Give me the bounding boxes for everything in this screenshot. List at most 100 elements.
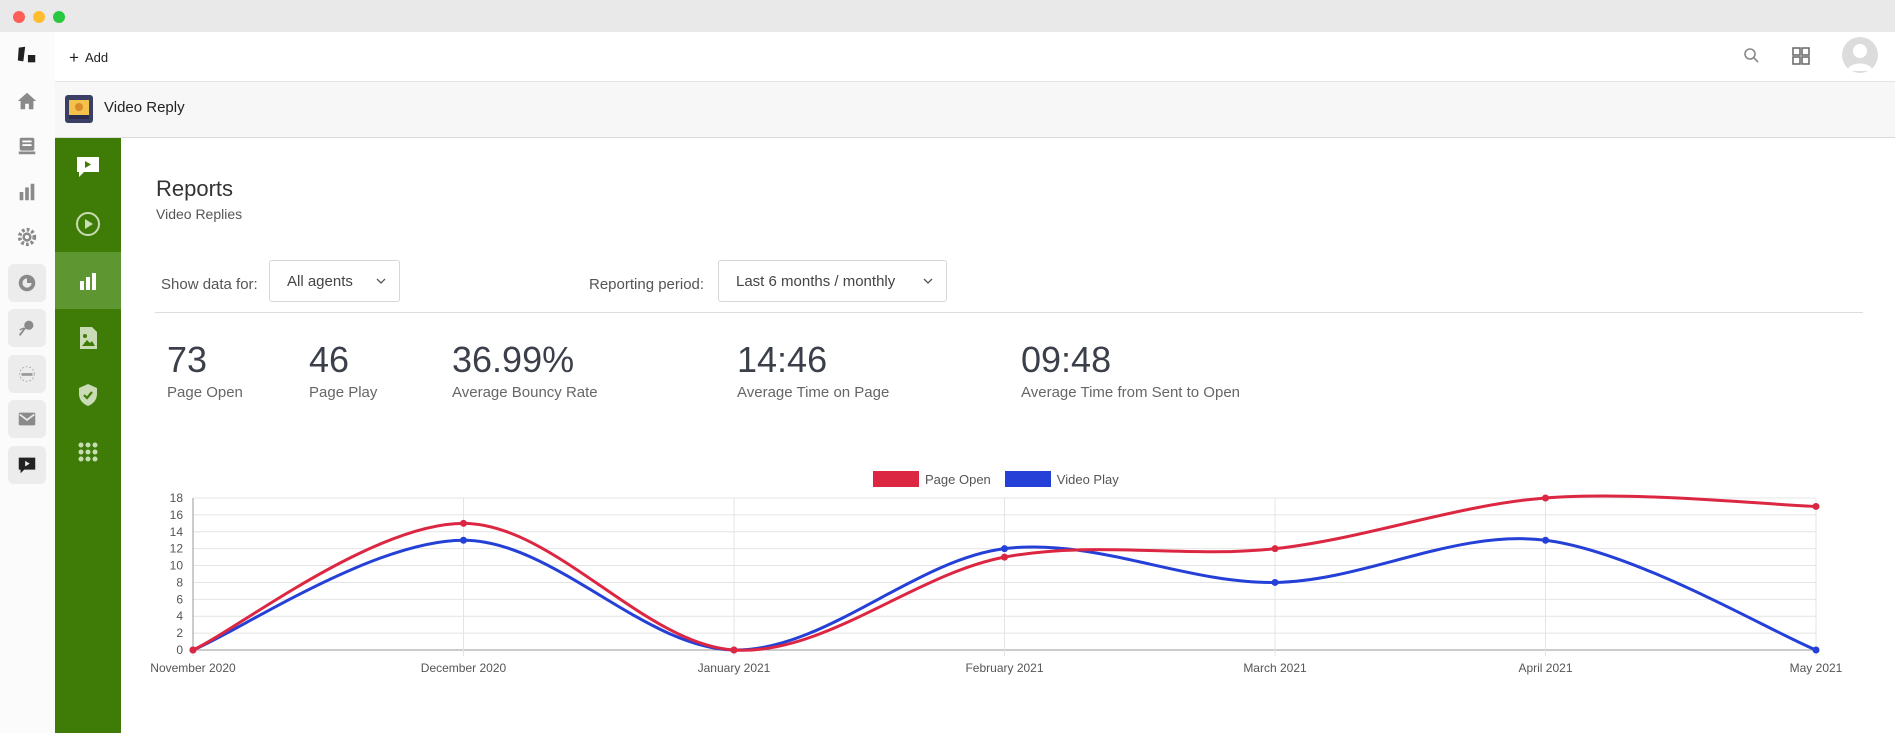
reporting-period-label: Reporting period: <box>589 276 705 293</box>
x-tick-label: April 2021 <box>1518 661 1572 675</box>
page-subtitle: Video Replies <box>156 206 243 222</box>
app-cyclic-icon[interactable] <box>8 264 46 302</box>
stat-bounce-rate: 36.99% Average Bouncy Rate <box>452 338 598 401</box>
bar-chart-icon <box>80 272 96 290</box>
stat-label: Page Play <box>309 384 378 401</box>
app-header: Video Reply <box>55 82 1895 138</box>
y-tick-label: 6 <box>176 592 183 606</box>
home-icon[interactable] <box>8 82 46 120</box>
reporting-period-select[interactable]: Last 6 months / monthly <box>718 260 947 302</box>
y-tick-label: 16 <box>170 508 184 522</box>
inbox-icon[interactable] <box>8 127 46 165</box>
maximize-window-button[interactable] <box>53 11 65 23</box>
y-tick-label: 2 <box>176 626 183 640</box>
stat-label: Page Open <box>167 384 243 401</box>
data-point <box>730 646 738 654</box>
chart-legend: Page Open Video Play <box>873 470 1127 488</box>
data-point <box>189 646 197 654</box>
search-icon[interactable] <box>1741 45 1763 67</box>
y-tick-label: 4 <box>176 609 183 623</box>
data-point <box>460 519 467 527</box>
stat-page-open: 73 Page Open <box>167 338 243 401</box>
x-tick-label: March 2021 <box>1243 661 1307 675</box>
subnav-videos[interactable] <box>55 195 121 252</box>
stat-value: 73 <box>167 339 208 380</box>
data-point <box>1812 646 1820 654</box>
top-bar: + Add <box>55 32 1895 82</box>
page-title: Reports <box>156 176 234 201</box>
y-tick-label: 12 <box>170 542 184 556</box>
app-mail-icon[interactable] <box>8 400 46 438</box>
add-button[interactable]: + Add <box>69 45 108 69</box>
line-chart: 0 2 4 6 8 10 12 14 16 18 November 2020 December 202… <box>150 491 1843 675</box>
x-tick-label: May 2021 <box>1790 661 1843 675</box>
plus-icon: + <box>69 47 79 67</box>
legend-swatch <box>1004 471 1051 487</box>
app-rail <box>0 32 56 733</box>
divider <box>155 312 1863 313</box>
stat-value: 46 <box>309 339 350 380</box>
add-button-label: Add <box>84 49 109 65</box>
x-tick-label: December 2020 <box>421 661 507 675</box>
stat-time-sent-to-open: 09:48 Average Time from Sent to Open <box>1021 338 1240 401</box>
chevron-down-icon <box>923 278 933 284</box>
play-circle-icon <box>76 211 100 236</box>
app-spotlight-icon[interactable] <box>8 309 46 347</box>
app-code-icon[interactable] <box>8 355 46 393</box>
app-title: Video Reply <box>104 99 185 116</box>
shield-check-icon <box>79 383 97 406</box>
stat-label: Average Bouncy Rate <box>452 384 598 401</box>
subnav-reports[interactable] <box>55 252 121 309</box>
data-point <box>1001 553 1008 561</box>
video-message-icon <box>77 156 99 177</box>
stat-label: Average Time from Sent to Open <box>1021 384 1241 401</box>
apps-grid-icon <box>78 442 98 461</box>
legend-video-play[interactable]: Video Play <box>1004 471 1119 487</box>
subnav-video-replies[interactable] <box>55 138 121 195</box>
image-file-icon <box>80 326 97 349</box>
show-data-label: Show data for: <box>161 276 258 293</box>
y-tick-label: 18 <box>170 491 184 505</box>
reports-icon[interactable] <box>8 173 46 211</box>
chevron-down-icon <box>376 278 386 284</box>
y-tick-label: 0 <box>176 643 183 657</box>
subnav-security[interactable] <box>55 366 121 423</box>
video-reply-logo-icon <box>65 95 93 123</box>
stat-label: Average Time on Page <box>737 384 890 401</box>
stat-value: 09:48 <box>1021 339 1112 380</box>
stat-time-on-page: 14:46 Average Time on Page <box>737 338 889 401</box>
agent-select-value: All agents <box>287 272 353 290</box>
y-tick-label: 14 <box>170 525 184 539</box>
window-titlebar <box>0 0 1895 32</box>
app-video-reply-icon[interactable] <box>8 446 46 484</box>
y-tick-label: 10 <box>170 559 184 573</box>
y-tick-label: 8 <box>176 575 183 589</box>
reporting-period-value: Last 6 months / monthly <box>736 272 896 290</box>
data-point <box>460 536 467 544</box>
data-point <box>1542 536 1549 544</box>
settings-icon[interactable] <box>8 218 46 256</box>
agent-select[interactable]: All agents <box>269 260 400 302</box>
subnav-pages[interactable] <box>55 309 121 366</box>
legend-label: Page Open <box>925 471 991 487</box>
legend-label: Video Play <box>1056 471 1119 487</box>
x-tick-label: February 2021 <box>965 661 1043 675</box>
data-point <box>1812 502 1820 510</box>
avatar[interactable] <box>1842 37 1878 73</box>
reports-content: Reports Video Replies Show data for: All… <box>121 138 1895 733</box>
subnav-apps[interactable] <box>55 423 121 480</box>
data-point <box>1542 494 1549 502</box>
close-window-button[interactable] <box>13 11 25 23</box>
stat-value: 36.99% <box>452 339 575 380</box>
app-sub-nav <box>55 138 121 733</box>
data-point <box>1271 578 1279 586</box>
legend-page-open[interactable]: Page Open <box>873 471 991 487</box>
stat-page-play: 46 Page Play <box>309 338 377 401</box>
minimize-window-button[interactable] <box>33 11 45 23</box>
data-point <box>1271 545 1279 553</box>
stat-value: 14:46 <box>737 339 828 380</box>
x-tick-label: November 2020 <box>150 661 236 675</box>
x-tick-label: January 2021 <box>698 661 771 675</box>
logo-icon[interactable] <box>8 36 46 74</box>
apps-grid-icon[interactable] <box>1790 45 1812 67</box>
